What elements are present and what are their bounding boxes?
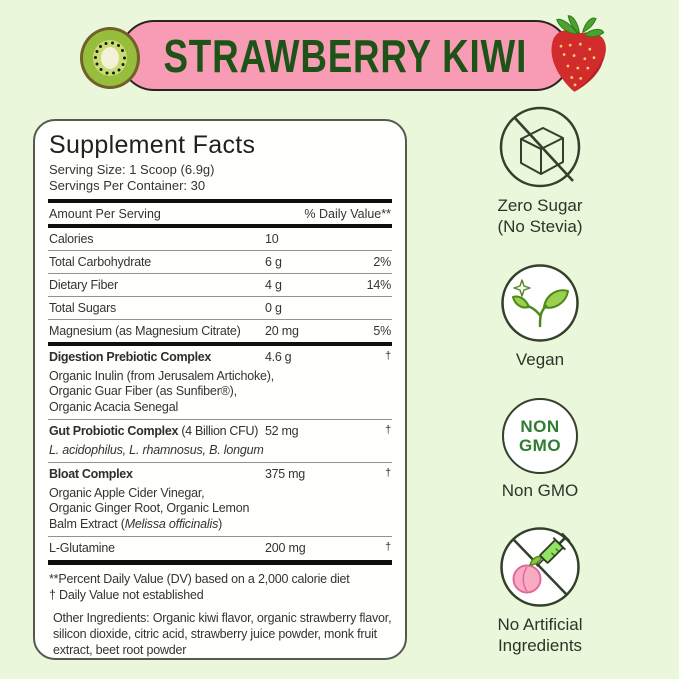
table-row: Total Sugars 0 g bbox=[48, 296, 392, 319]
flavor-banner: STRAWBERRY KIWI bbox=[119, 20, 571, 91]
table-row: Magnesium (as Magnesium Citrate) 20 mg 5… bbox=[48, 319, 392, 342]
complex-ingredients: Organic Inulin (from Jerusalem Artichoke… bbox=[49, 368, 275, 414]
footnote-daily-value: **Percent Daily Value (DV) based on a 2,… bbox=[49, 572, 350, 586]
complex-gut-probiotic: Gut Probiotic Complex (4 Billion CFU) 52… bbox=[48, 419, 392, 462]
complex-ingredients: Organic Apple Cider Vinegar, Organic Gin… bbox=[49, 485, 250, 531]
badge-label: No Artificial Ingredients bbox=[497, 615, 583, 655]
servings-per-container: Servings Per Container: 30 bbox=[49, 178, 206, 193]
badge-non-gmo: NON GMO Non GMO bbox=[501, 398, 579, 501]
vegan-sprout-icon bbox=[501, 264, 579, 342]
non-gmo-circle-icon: NON GMO bbox=[502, 398, 578, 474]
panel-title: Supplement Facts bbox=[49, 131, 256, 159]
complex-bloat: Bloat Complex 375 mg † Organic Apple Cid… bbox=[48, 462, 392, 536]
serving-size: Serving Size: 1 Scoop (6.9g) bbox=[49, 162, 215, 177]
complex-name: Gut Probiotic Complex (4 Billion CFU) bbox=[49, 424, 259, 438]
badge-label: Vegan bbox=[515, 350, 565, 369]
table-row: Total Carbohydrate 6 g 2% bbox=[48, 250, 392, 273]
badge-label: Non GMO bbox=[501, 481, 579, 500]
nutrient-rows: Calories 10 Total Carbohydrate 6 g 2% Di… bbox=[48, 228, 392, 342]
complex-name: Digestion Prebiotic Complex bbox=[49, 350, 212, 364]
complex-digestion-prebiotic: Digestion Prebiotic Complex 4.6 g † Orga… bbox=[49, 350, 391, 414]
supplement-facts-panel: Supplement Facts Serving Size: 1 Scoop (… bbox=[33, 119, 407, 660]
claims-column: Zero Sugar (No Stevia) Vegan NON GMO Non… bbox=[455, 105, 625, 656]
divider-thick bbox=[48, 199, 392, 203]
badge-vegan: Vegan bbox=[500, 263, 580, 370]
divider-thick bbox=[48, 342, 392, 346]
table-row: Calories 10 bbox=[49, 231, 279, 246]
badge-no-artificial: No Artificial Ingredients bbox=[497, 526, 583, 656]
table-header-row: Amount Per Serving % Daily Value** bbox=[48, 203, 392, 224]
complex-strains: L. acidophilus, L. rhamnosus, B. longum bbox=[49, 442, 264, 457]
other-ingredients: Other Ingredients: Organic kiwi flavor, … bbox=[53, 611, 392, 657]
col-daily-value: % Daily Value** bbox=[304, 207, 391, 221]
table-row: L-Glutamine 200 mg † bbox=[48, 536, 392, 560]
flavor-title: STRAWBERRY KIWI bbox=[163, 29, 527, 82]
table-row: Dietary Fiber 4 g 14% bbox=[48, 273, 392, 296]
no-artificial-icon bbox=[500, 527, 580, 607]
kiwi-slice-icon bbox=[79, 26, 141, 95]
footnote-dagger: † Daily Value not established bbox=[49, 588, 204, 602]
col-amount-per-serving: Amount Per Serving bbox=[49, 207, 161, 221]
badge-zero-sugar: Zero Sugar (No Stevia) bbox=[497, 105, 583, 237]
badge-label: Zero Sugar (No Stevia) bbox=[497, 196, 583, 236]
divider-thick bbox=[48, 560, 392, 565]
divider-thick bbox=[48, 224, 392, 228]
complex-name: Bloat Complex bbox=[49, 467, 133, 481]
no-sugar-cube-icon bbox=[499, 106, 581, 188]
strawberry-icon bbox=[535, 8, 622, 105]
